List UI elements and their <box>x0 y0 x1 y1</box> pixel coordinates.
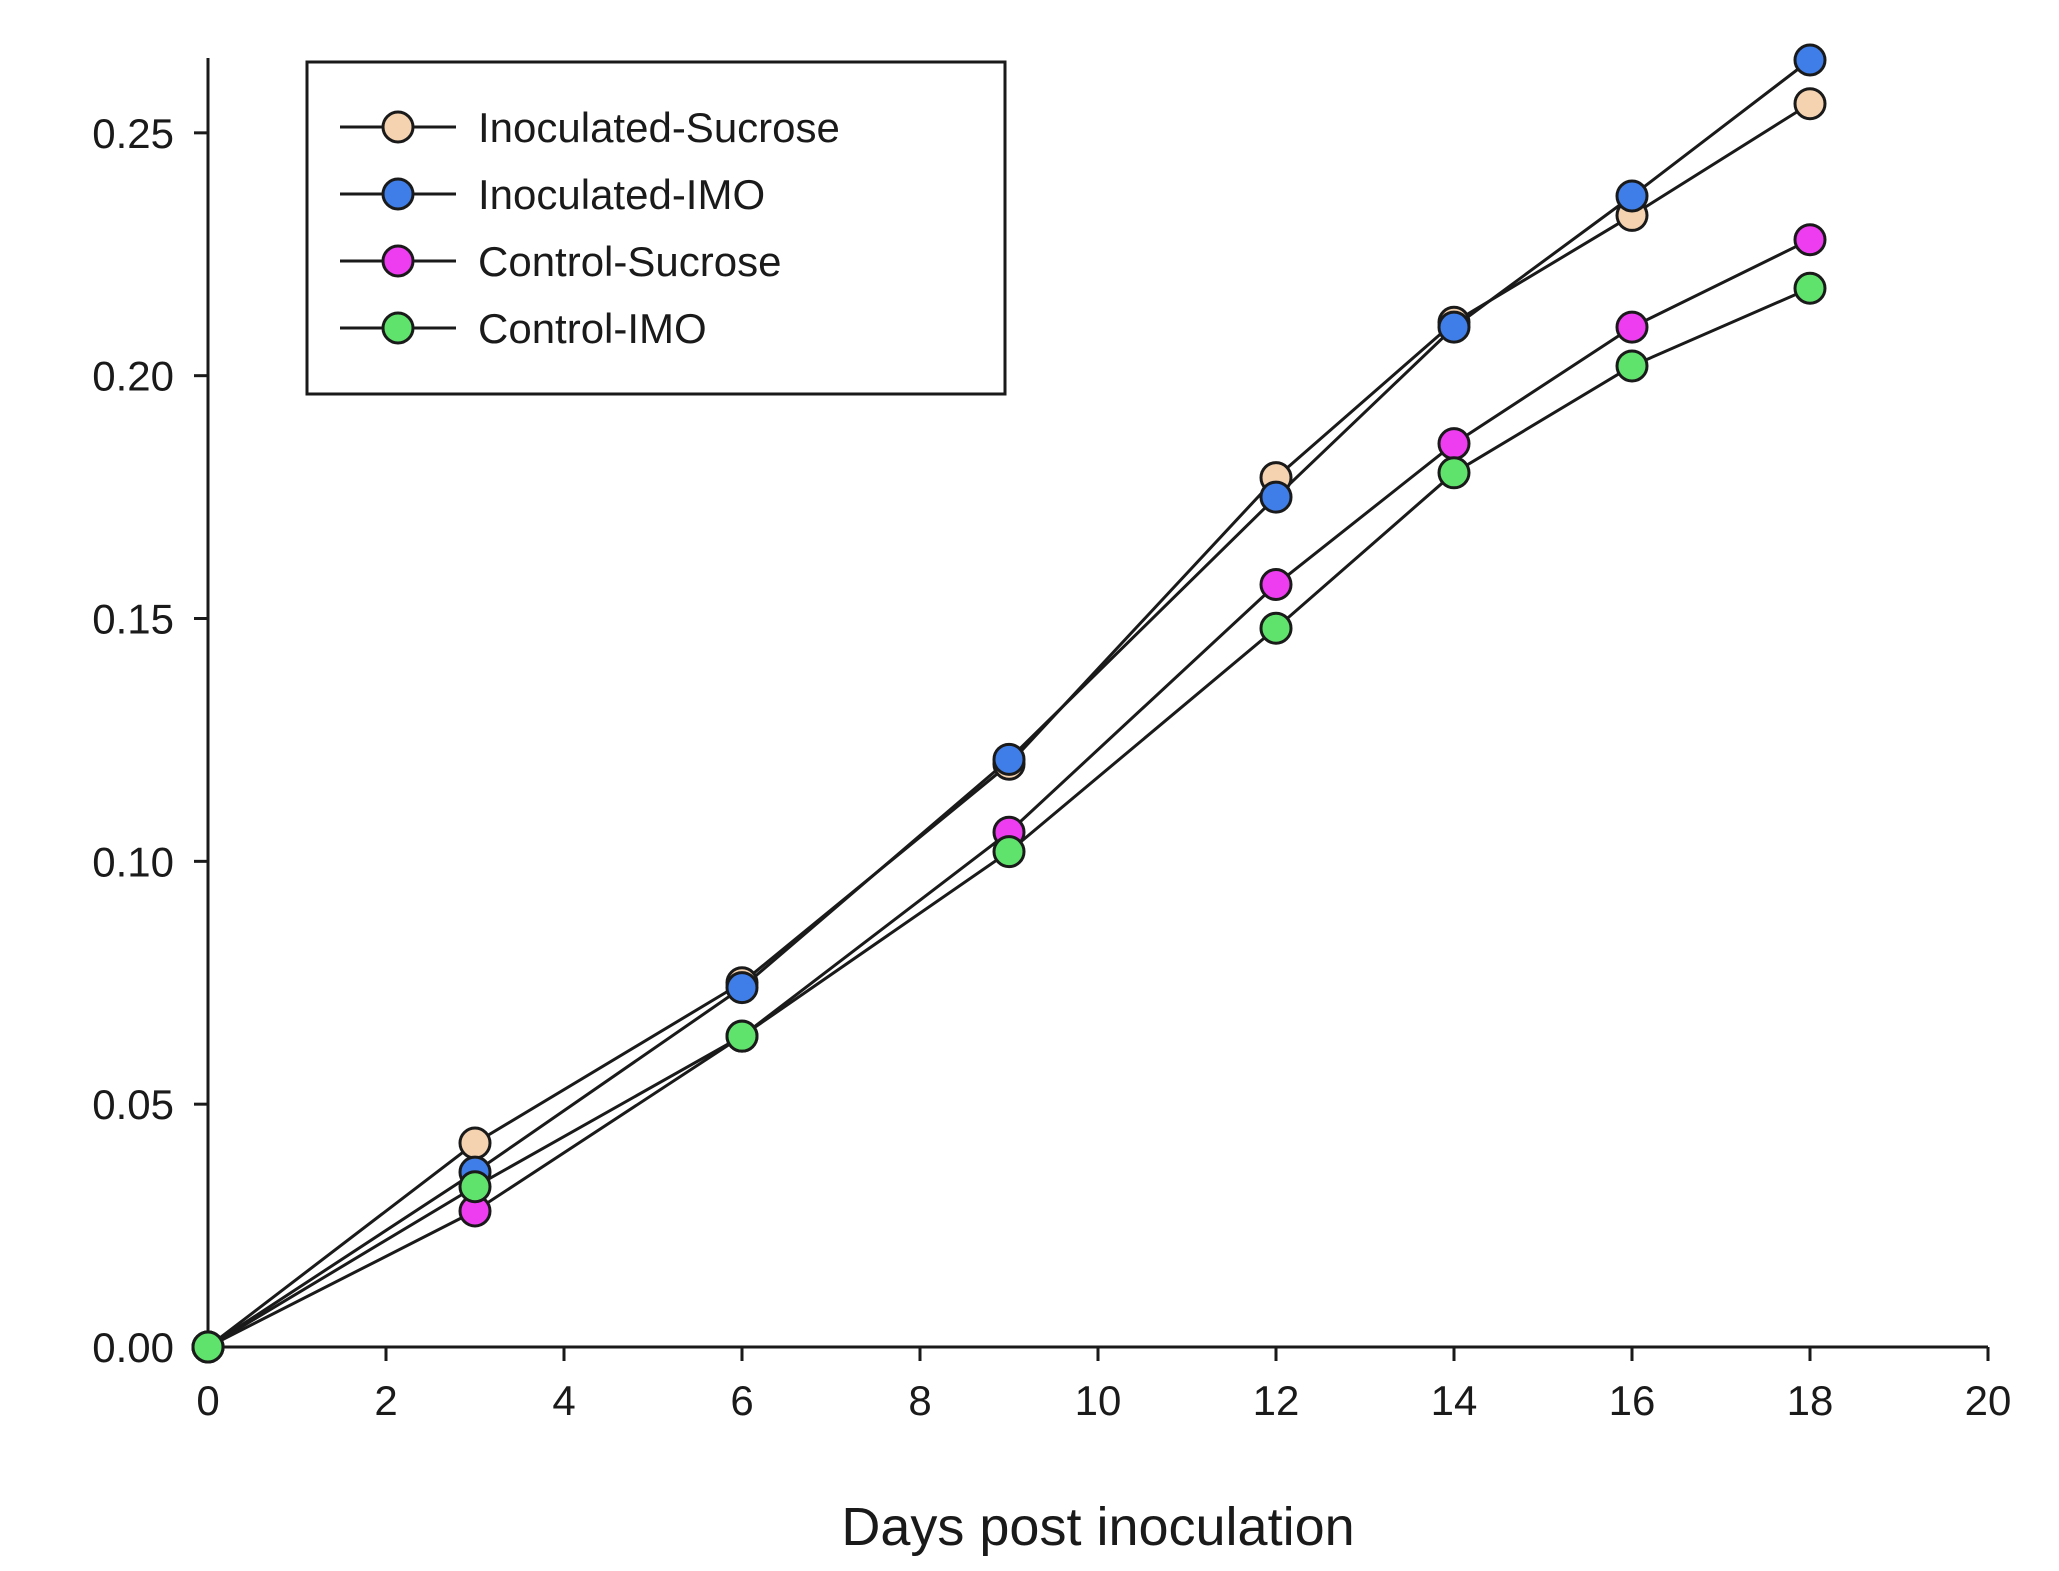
data-point-control-sucrose <box>1259 568 1293 602</box>
legend-marker <box>381 177 415 211</box>
y-tick-label: 0.05 <box>92 1081 174 1128</box>
data-point-inoculated-imo <box>1793 43 1827 77</box>
x-tick-label: 2 <box>374 1377 397 1424</box>
legend-label: Inoculated-Sucrose <box>478 104 840 151</box>
series-markers <box>191 43 1827 1364</box>
data-point-control-imo <box>1437 456 1471 490</box>
data-point-inoculated-imo <box>1437 310 1471 344</box>
data-point-control-imo <box>1793 271 1827 305</box>
data-point-inoculated-imo <box>725 971 759 1005</box>
y-tick-label: 0.20 <box>92 353 174 400</box>
series-line-control-imo <box>207 286 1811 1349</box>
data-point-inoculated-imo <box>1259 480 1293 514</box>
data-point-inoculated-imo <box>992 742 1026 776</box>
data-point-control-sucrose <box>1793 223 1827 257</box>
legend-item-inoculated-imo: Inoculated-IMO <box>340 171 765 218</box>
data-point-control-sucrose <box>1437 427 1471 461</box>
data-point-control-imo <box>725 1019 759 1053</box>
x-tick-label: 14 <box>1431 1377 1478 1424</box>
data-point-control-imo <box>992 835 1026 869</box>
y-tick-label: 0.00 <box>92 1324 174 1371</box>
series-line-inoculated-imo <box>207 58 1811 1349</box>
y-tick-label: 0.10 <box>92 838 174 885</box>
legend-box <box>305 60 1007 396</box>
x-tick-label: 16 <box>1609 1377 1656 1424</box>
legend-marker <box>381 311 415 345</box>
x-tick-label: 12 <box>1253 1377 1300 1424</box>
data-point-control-imo <box>1615 349 1649 383</box>
data-point-control-imo <box>458 1170 492 1204</box>
legend: Inoculated-Sucrose Inoculated-IMO Control-… <box>305 60 1007 396</box>
series-line-control-sucrose <box>207 238 1811 1349</box>
legend-marker <box>381 244 415 278</box>
x-tick-label: 10 <box>1075 1377 1122 1424</box>
legend-item-inoculated-sucrose: Inoculated-Sucrose <box>340 104 840 151</box>
y-tick-label: 0.25 <box>92 110 174 157</box>
data-point-inoculated-imo <box>1615 179 1649 213</box>
x-tick-label: 6 <box>730 1377 753 1424</box>
data-point-control-imo <box>191 1330 225 1364</box>
legend-marker <box>381 110 415 144</box>
x-tick-label: 0 <box>196 1377 219 1424</box>
legend-label: Control-Sucrose <box>478 238 781 285</box>
legend-label: Inoculated-IMO <box>478 171 765 218</box>
legend-item-control-sucrose: Control-Sucrose <box>340 238 781 285</box>
y-tick-label: 0.15 <box>92 596 174 643</box>
series-line-inoculated-sucrose <box>207 102 1811 1349</box>
series-lines <box>207 58 1811 1349</box>
x-tick-label: 18 <box>1787 1377 1834 1424</box>
data-point-control-sucrose <box>1615 310 1649 344</box>
data-point-control-imo <box>1259 611 1293 645</box>
x-tick-label: 8 <box>908 1377 931 1424</box>
data-point-inoculated-sucrose <box>1793 87 1827 121</box>
x-tick-label: 20 <box>1965 1377 2012 1424</box>
legend-item-control-imo: Control-IMO <box>340 305 707 352</box>
data-point-inoculated-sucrose <box>458 1126 492 1160</box>
axes: 0 2 4 6 8 10 12 14 16 18 20 0.00 0.05 0.10 0.15 0.20 0.2… <box>92 58 2011 1424</box>
x-axis-title: Days post inoculation <box>841 1497 1354 1557</box>
x-tick-label: 4 <box>552 1377 575 1424</box>
legend-label: Control-IMO <box>478 305 707 352</box>
